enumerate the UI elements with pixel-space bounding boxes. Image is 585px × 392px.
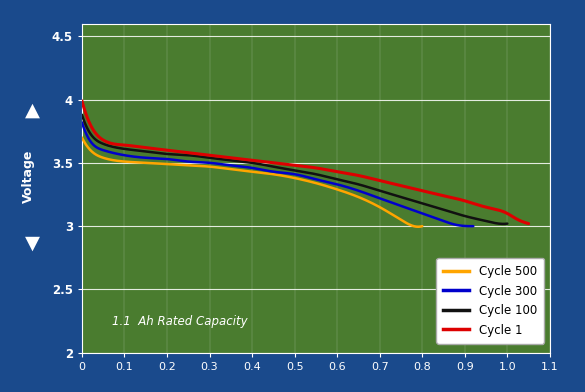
Text: Voltage: Voltage bbox=[22, 150, 35, 203]
Text: ▼: ▼ bbox=[25, 234, 40, 252]
Legend: Cycle 500, Cycle 300, Cycle 100, Cycle 1: Cycle 500, Cycle 300, Cycle 100, Cycle 1 bbox=[436, 258, 544, 344]
Text: 1.1  Ah Rated Capacity: 1.1 Ah Rated Capacity bbox=[112, 315, 247, 328]
Text: ▲: ▲ bbox=[25, 100, 40, 119]
